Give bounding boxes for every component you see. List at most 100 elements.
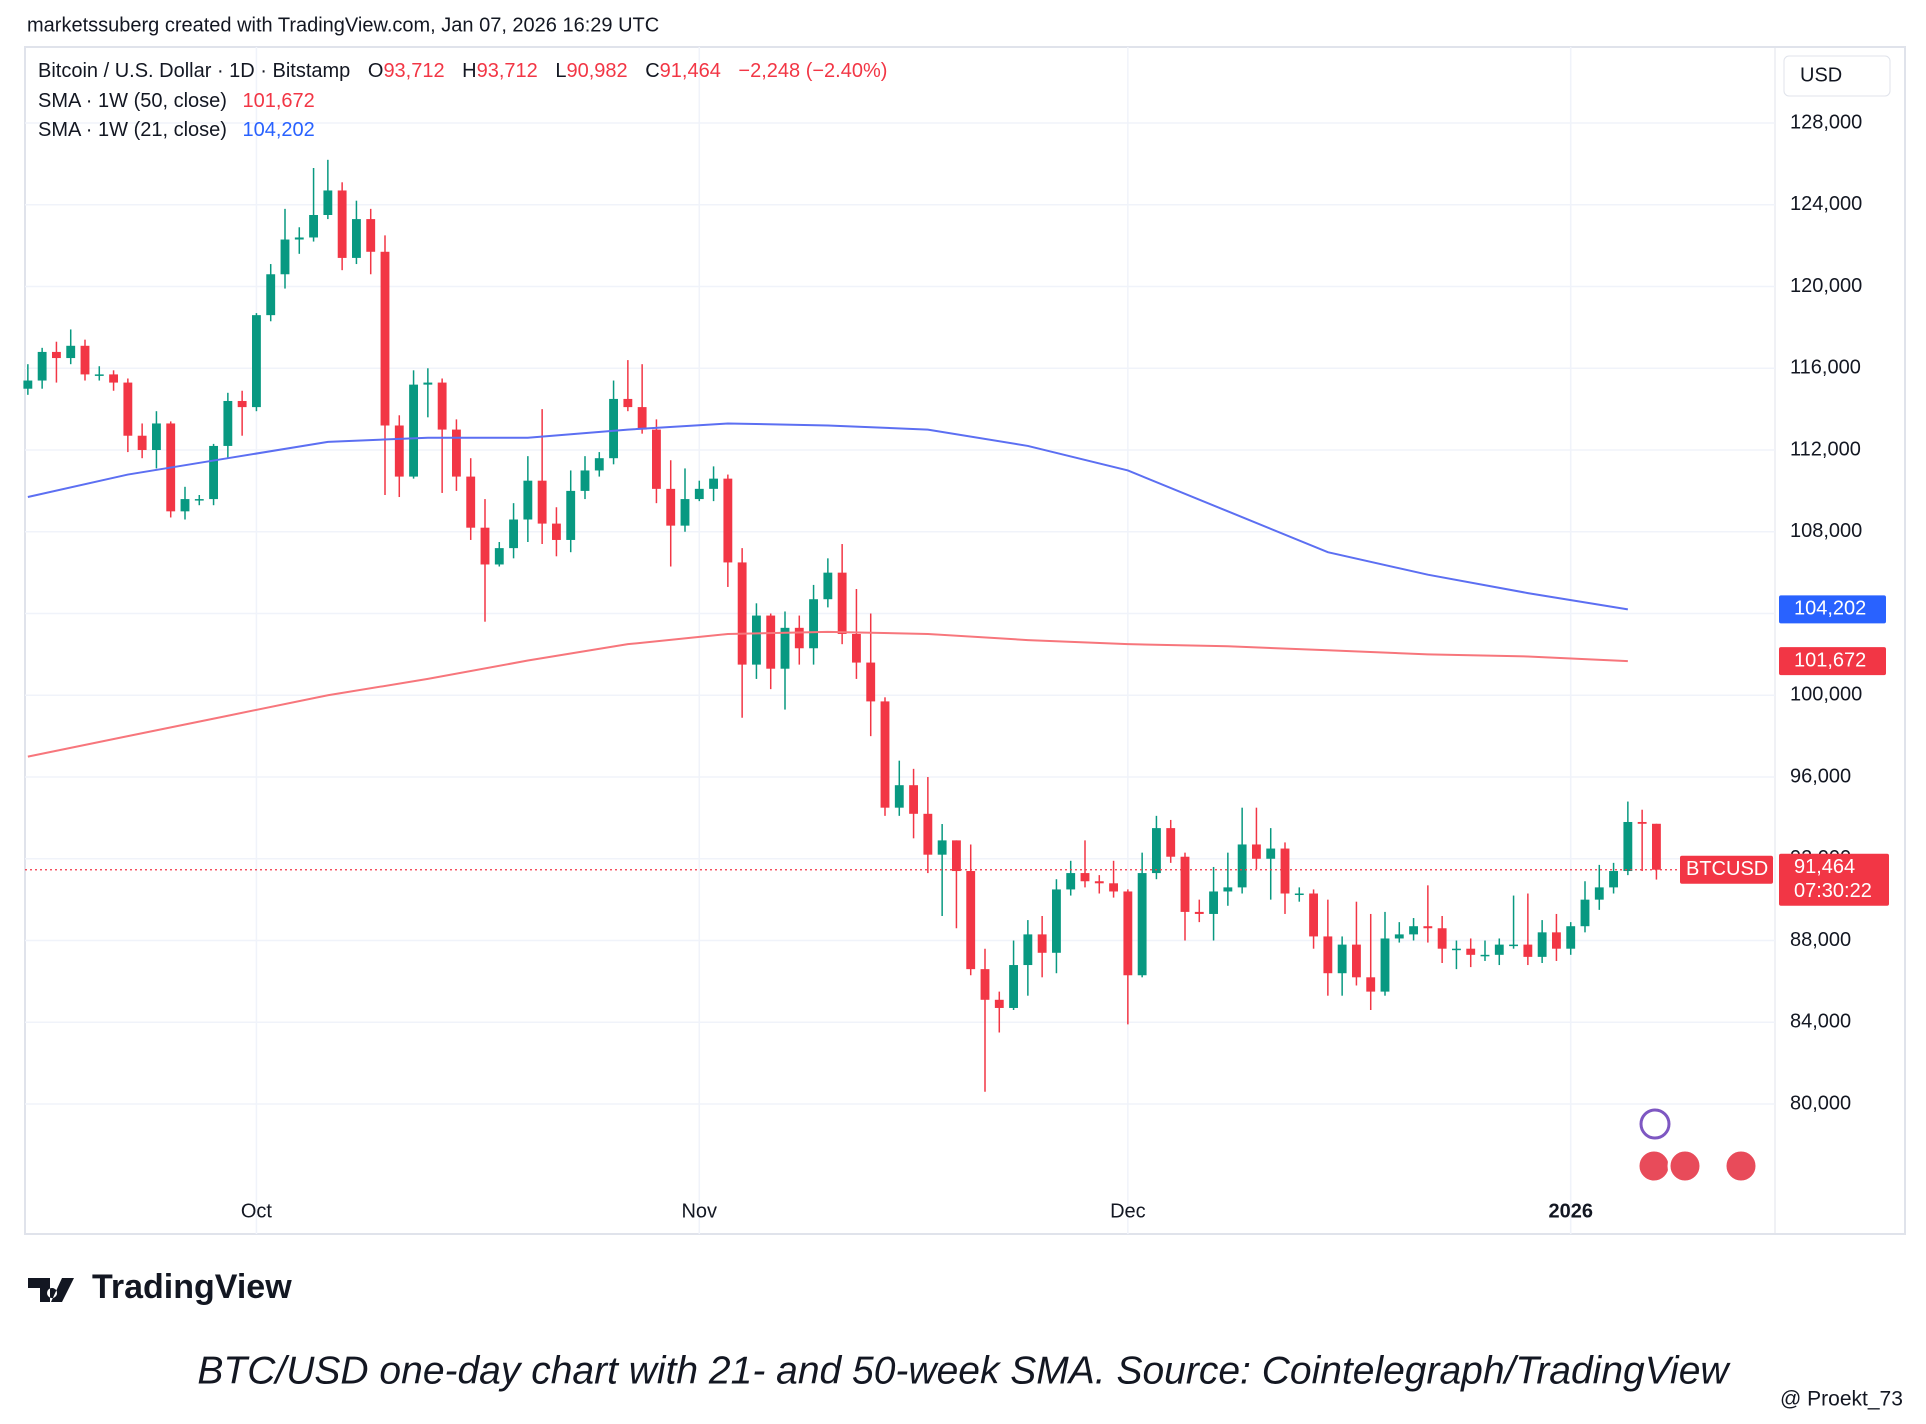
candle-body xyxy=(594,458,604,471)
logo-text: TradingView xyxy=(92,1268,292,1306)
ohlc-value: 93,712 xyxy=(477,60,538,82)
candle-body xyxy=(909,785,918,814)
candle-body xyxy=(523,480,533,520)
candle-body xyxy=(294,237,304,240)
last-value-badge xyxy=(1779,647,1886,676)
candle-body xyxy=(1423,926,1433,929)
candle-body xyxy=(694,488,704,500)
candle-body xyxy=(1080,873,1090,882)
ohlc-key: O xyxy=(368,60,384,82)
candle-body xyxy=(1623,821,1633,872)
candle-body xyxy=(380,251,390,426)
candle-body xyxy=(137,435,147,451)
candle-body xyxy=(323,190,333,215)
sma-line xyxy=(27,422,1629,611)
event-icon[interactable] xyxy=(1636,1148,1672,1184)
candle-body xyxy=(994,999,1004,1008)
candle-body xyxy=(723,478,733,563)
x-tick-label: Dec xyxy=(1110,1200,1146,1222)
candle-body xyxy=(480,527,490,565)
change: −2,248 (−2.40%) xyxy=(738,60,887,82)
candle-body xyxy=(1066,873,1076,890)
candle-body xyxy=(752,615,761,665)
candle-body xyxy=(1209,891,1218,914)
candle-body xyxy=(1237,844,1247,888)
y-tick-label: 112,000 xyxy=(1790,438,1861,460)
candle-body xyxy=(1409,926,1418,935)
candle-body xyxy=(409,384,418,477)
last-value-badge xyxy=(1779,595,1886,624)
legend-sma50: SMA · 1W (50, close) 101,672 xyxy=(38,90,315,112)
candle-body xyxy=(1366,977,1376,992)
event-icon[interactable] xyxy=(1723,1148,1759,1184)
candle-body xyxy=(1652,823,1661,870)
y-tick-label: 124,000 xyxy=(1790,193,1862,215)
candle-body xyxy=(880,701,890,808)
currency-box[interactable] xyxy=(1783,55,1891,97)
candle-body xyxy=(709,478,718,489)
legend-entry: SMA · 1W (21, close) xyxy=(38,119,227,141)
candle-body xyxy=(952,840,961,872)
ohlc-value: 91,464 xyxy=(660,60,721,82)
candle-body xyxy=(237,400,247,408)
symbol-title: Bitcoin / U.S. Dollar · 1D · Bitstamp xyxy=(38,60,350,82)
candle-body xyxy=(1580,899,1590,927)
candle-body xyxy=(1180,856,1190,912)
candle-body xyxy=(1394,934,1404,939)
event-icon[interactable] xyxy=(1667,1148,1703,1184)
y-tick-label: 100,000 xyxy=(1790,684,1862,706)
candle-body xyxy=(1509,944,1518,947)
ohlc-key: C xyxy=(645,60,659,82)
candle-body xyxy=(1552,932,1561,949)
candle-body xyxy=(1523,944,1533,957)
y-tick-label: 84,000 xyxy=(1790,1011,1851,1033)
y-tick-label: 128,000 xyxy=(1790,111,1862,133)
ohlc-key: L xyxy=(555,60,566,82)
candle-body xyxy=(680,499,690,526)
event-icon[interactable] xyxy=(1639,1108,1671,1140)
candle-body xyxy=(1094,881,1104,884)
symbol-badge xyxy=(1680,855,1773,884)
candle-body xyxy=(437,382,447,430)
candle-body xyxy=(194,499,204,501)
candle-body xyxy=(52,351,61,359)
candle-body xyxy=(1223,887,1233,892)
grid xyxy=(25,47,1775,1234)
candle-body xyxy=(937,840,947,855)
candle-body xyxy=(109,374,118,383)
candle-body xyxy=(866,662,876,702)
candle-body xyxy=(1352,944,1361,978)
candle-body xyxy=(80,345,90,375)
price-label: 91,464 xyxy=(1794,856,1855,878)
pane-border xyxy=(24,46,1906,1235)
candle-body xyxy=(309,214,318,238)
ohlc-key: H xyxy=(462,60,476,82)
candle-body xyxy=(209,445,218,500)
candle-body xyxy=(766,615,776,669)
candle-body xyxy=(1480,954,1490,957)
candle-body xyxy=(1466,948,1476,955)
candle-body xyxy=(366,219,376,252)
candle-body xyxy=(552,523,561,540)
candle-body xyxy=(394,425,404,477)
candle-body xyxy=(152,423,161,451)
candle-body xyxy=(23,380,33,389)
candle-body xyxy=(537,480,547,524)
candle-body xyxy=(609,398,618,459)
candle-body xyxy=(1052,889,1061,953)
candle-body xyxy=(423,382,433,385)
candle-body xyxy=(894,785,904,808)
legend-sma21: SMA · 1W (21, close) 104,202 xyxy=(38,119,315,141)
candle-body xyxy=(452,429,461,477)
candle-body xyxy=(509,519,518,549)
last-value-label: 104,202 xyxy=(1794,598,1866,620)
y-tick-label: 116,000 xyxy=(1790,357,1861,379)
candle-body xyxy=(266,274,276,316)
axis: 80,00084,00088,00092,00096,000100,000104… xyxy=(241,111,1889,1222)
candle-body xyxy=(1594,887,1604,900)
candle-body xyxy=(1566,926,1576,949)
legend-value: 101,672 xyxy=(243,90,315,112)
currency[interactable]: USD xyxy=(1800,64,1842,86)
